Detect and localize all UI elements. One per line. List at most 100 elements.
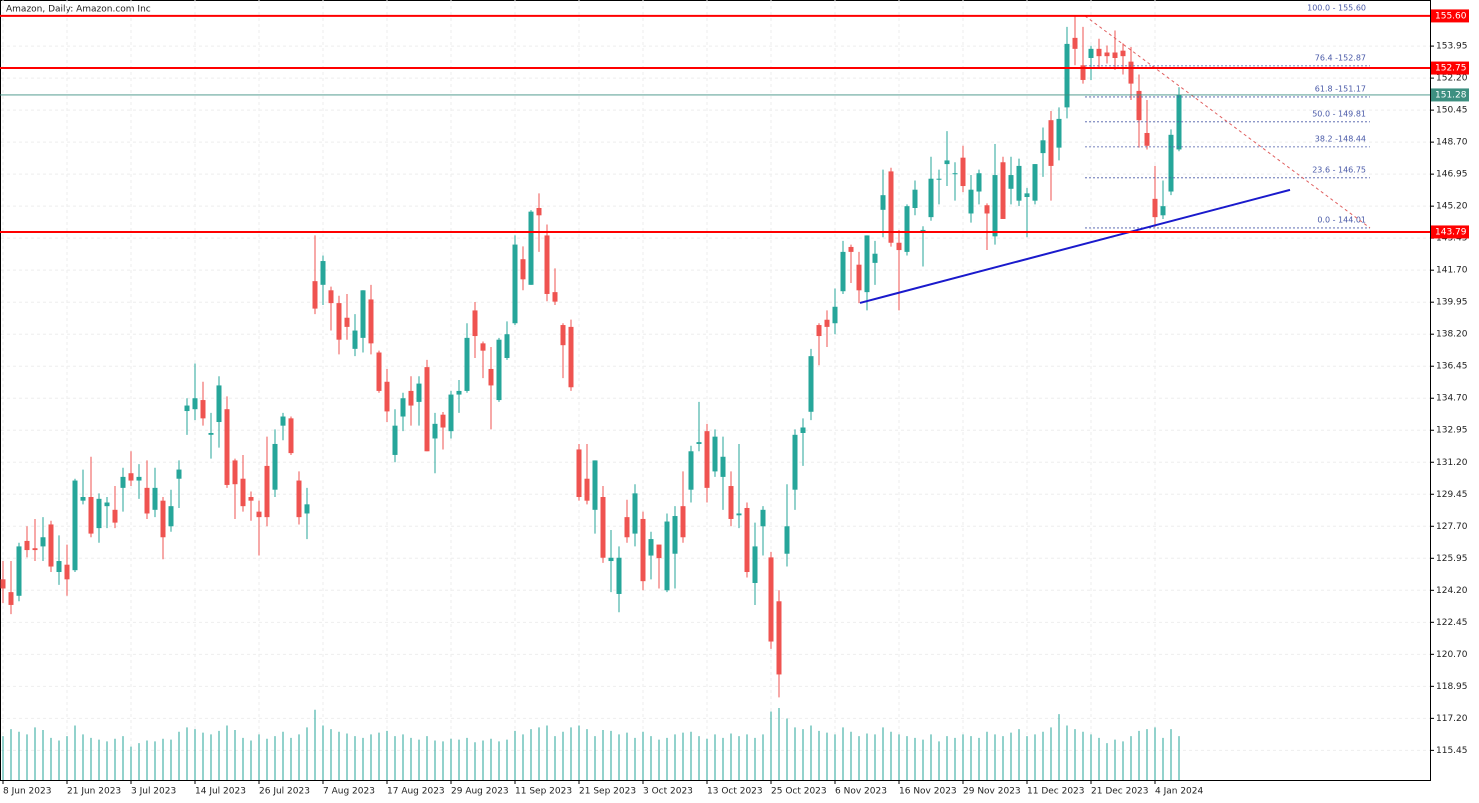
y-tick-label: 153.95: [1436, 42, 1468, 52]
y-tick-label: 124.20: [1436, 586, 1468, 596]
candle-body: [512, 244, 518, 324]
y-tick-label: 148.70: [1436, 138, 1468, 148]
candle-body: [736, 513, 742, 516]
candle-body: [352, 330, 358, 349]
candle-body: [504, 334, 510, 358]
candle-body: [1072, 37, 1078, 49]
candle-body: [624, 517, 630, 538]
candle-body: [864, 235, 870, 293]
candle-body: [80, 497, 86, 501]
candle-body: [448, 394, 454, 432]
x-tick-label: 29 Nov 2023: [963, 787, 1021, 797]
candle-body: [832, 306, 838, 324]
y-tick-label: 131.20: [1436, 458, 1468, 468]
candle-body: [632, 493, 638, 534]
candle-body: [144, 487, 150, 514]
candle-body: [544, 235, 550, 294]
y-tick-label: 125.95: [1436, 554, 1468, 564]
candle-body: [768, 557, 774, 642]
candle-body: [288, 418, 294, 454]
candle-body: [1120, 50, 1126, 57]
candle-body: [1128, 61, 1134, 84]
candle-body: [1024, 193, 1030, 198]
candle-body: [712, 436, 718, 472]
candle-body: [376, 352, 382, 391]
chart-title: Amazon, Daily: Amazon.com Inc: [6, 5, 151, 15]
candle-body: [592, 460, 598, 510]
candle-body: [136, 476, 142, 481]
candle-body: [216, 385, 222, 423]
candle-body: [720, 456, 726, 477]
candle-body: [992, 175, 998, 237]
candle-body: [552, 292, 558, 302]
candle-body: [912, 189, 918, 208]
candle-body: [480, 343, 486, 351]
candle-body: [584, 478, 590, 501]
candle-body: [296, 480, 302, 518]
candle-body: [1096, 48, 1102, 57]
candle-body: [1056, 118, 1062, 148]
x-tick-label: 11 Sep 2023: [515, 787, 572, 797]
price-label: 151.28: [1435, 90, 1467, 100]
candle-body: [688, 451, 694, 490]
y-tick-label: 115.45: [1436, 746, 1468, 756]
candle-body: [616, 557, 622, 594]
y-tick-label: 136.45: [1436, 362, 1468, 372]
candle-body: [1152, 198, 1158, 218]
candle-body: [400, 398, 406, 417]
candle-body: [1032, 164, 1038, 201]
candle-body: [416, 383, 422, 402]
candle-body: [520, 259, 526, 280]
x-tick-label: 3 Jul 2023: [131, 787, 176, 797]
plot-frame: [0, 0, 1431, 781]
x-tick-label: 16 Nov 2023: [899, 787, 957, 797]
x-tick-label: 7 Aug 2023: [323, 787, 375, 797]
candle-body: [960, 157, 966, 187]
candle-body: [1040, 140, 1046, 154]
y-tick-label: 139.95: [1436, 298, 1468, 308]
y-tick-label: 134.70: [1436, 394, 1468, 404]
candle-body: [560, 325, 566, 346]
candle-body: [312, 281, 318, 309]
candle-body: [816, 325, 822, 337]
price-label-box: [1431, 88, 1469, 102]
y-tick-label: 145.20: [1436, 202, 1468, 212]
x-tick-label: 25 Oct 2023: [771, 787, 827, 797]
x-tick-label: 3 Oct 2023: [643, 787, 693, 797]
candle-body: [64, 564, 70, 580]
candle-body: [336, 303, 342, 340]
candle-body: [440, 414, 446, 428]
candle-body: [56, 561, 62, 573]
candle-body: [848, 246, 854, 252]
x-tick-label: 11 Dec 2023: [1027, 787, 1085, 797]
candle-body: [360, 290, 366, 338]
candle-body: [840, 251, 846, 292]
candle-body: [656, 544, 662, 559]
x-tick-label: 21 Dec 2023: [1091, 787, 1149, 797]
candle-body: [648, 539, 654, 556]
candle-body: [224, 409, 230, 485]
candle-body: [896, 242, 902, 251]
candle-body: [392, 425, 398, 455]
candle-body: [464, 337, 470, 391]
y-tick-label: 143.45: [1436, 234, 1468, 244]
candle-body: [240, 478, 246, 507]
candle-body: [1000, 162, 1006, 219]
candle-body: [232, 460, 238, 485]
candle-body: [568, 326, 574, 388]
x-tick-label: 14 Jul 2023: [195, 787, 246, 797]
x-tick-label: 21 Jun 2023: [67, 787, 121, 797]
candle-body: [1048, 120, 1054, 166]
fib-label: 76.4 -152.87: [1315, 53, 1366, 62]
candle-body: [104, 502, 110, 507]
candle-body: [304, 504, 310, 514]
candle-body: [920, 229, 926, 231]
fib-label: 100.0 - 155.60: [1307, 3, 1366, 12]
candle-body: [8, 592, 14, 605]
candle-body: [728, 486, 734, 519]
candle-body: [184, 405, 190, 412]
fib-label: 38.2 -148.44: [1315, 134, 1366, 143]
y-tick-label: 120.70: [1436, 650, 1468, 660]
candle-body: [1064, 43, 1070, 108]
